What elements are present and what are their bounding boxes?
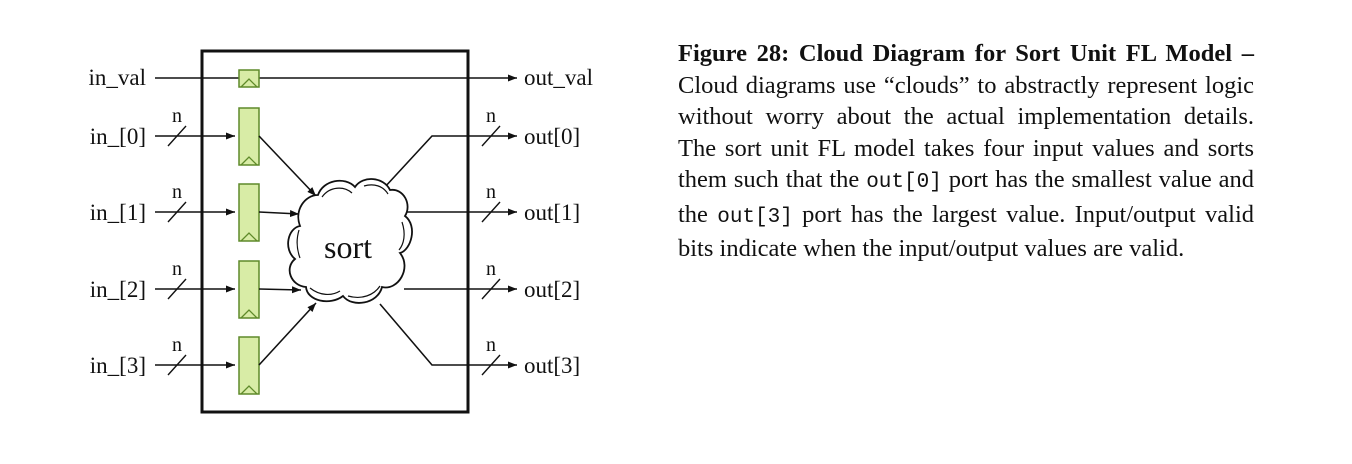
register-clock-0 bbox=[240, 156, 258, 166]
register-clock-1 bbox=[240, 232, 258, 242]
output-width-label-0: n bbox=[486, 105, 496, 127]
register-to-sort-wire-1 bbox=[258, 210, 300, 218]
input-label-3: in_[3] bbox=[90, 353, 146, 378]
output-width-label-3: n bbox=[486, 334, 496, 356]
input-width-label-0: n bbox=[172, 105, 182, 127]
output-bus-slash-2 bbox=[481, 278, 501, 300]
input-label-1: in_[1] bbox=[90, 200, 146, 225]
input-label-2: in_[2] bbox=[90, 277, 146, 302]
register-to-sort-wire-0 bbox=[258, 135, 317, 197]
output-wire-3 bbox=[379, 303, 517, 369]
caption-lead: Figure 28: Cloud Diagram for Sort Unit F… bbox=[678, 40, 1254, 67]
caption-text-1: Cloud diagrams use “clouds” to abstractl… bbox=[678, 71, 1254, 194]
output-width-label-1: n bbox=[486, 181, 496, 203]
register-to-sort-wire-3 bbox=[258, 302, 317, 366]
valid-in-label: in_val bbox=[89, 65, 147, 90]
input-bus-slash-0 bbox=[167, 125, 187, 147]
valid-register-clock bbox=[240, 78, 258, 88]
output-bus-slash-1 bbox=[481, 201, 501, 223]
input-bus-slash-1 bbox=[167, 201, 187, 223]
caption-text-2: port has the smallest value and the bbox=[678, 166, 1255, 228]
output-bus-slash-3 bbox=[481, 354, 501, 376]
input-label-0: in_[0] bbox=[90, 124, 146, 149]
output-wire-0 bbox=[383, 132, 517, 189]
caption-code-out0: out[0] bbox=[866, 171, 942, 194]
register-to-sort-wire-2 bbox=[258, 286, 302, 294]
output-width-label-2: n bbox=[486, 258, 496, 280]
sort-unit-cloud-diagram: in_val out_val nin_[0]nout[0]nin_[1]nout… bbox=[89, 49, 593, 414]
input-bus-slash-2 bbox=[167, 278, 187, 300]
register-clock-3 bbox=[240, 385, 258, 395]
input-width-label-2: n bbox=[172, 258, 182, 280]
figure-caption: Figure 28: Cloud Diagram for Sort Unit F… bbox=[678, 38, 1254, 265]
output-label-3: out[3] bbox=[524, 353, 580, 378]
register-clock-2 bbox=[240, 309, 258, 319]
input-width-label-3: n bbox=[172, 334, 182, 356]
caption-text-3: port has the largest value. Input/output… bbox=[678, 200, 1254, 263]
output-bus-slash-0 bbox=[481, 125, 501, 147]
module-box bbox=[200, 49, 470, 414]
output-label-0: out[0] bbox=[524, 124, 580, 149]
valid-out-label: out_val bbox=[524, 65, 593, 90]
data-ports: nin_[0]nout[0]nin_[1]nout[1]nin_[2]nout[… bbox=[90, 105, 580, 395]
caption-code-out3: out[3] bbox=[717, 205, 793, 229]
input-register-3 bbox=[238, 336, 260, 395]
output-label-1: out[1] bbox=[524, 200, 580, 225]
input-width-label-1: n bbox=[172, 181, 182, 203]
output-label-2: out[2] bbox=[524, 277, 580, 302]
input-bus-slash-3 bbox=[167, 354, 187, 376]
cloud-label: sort bbox=[324, 229, 372, 265]
sort-cloud bbox=[287, 178, 413, 304]
